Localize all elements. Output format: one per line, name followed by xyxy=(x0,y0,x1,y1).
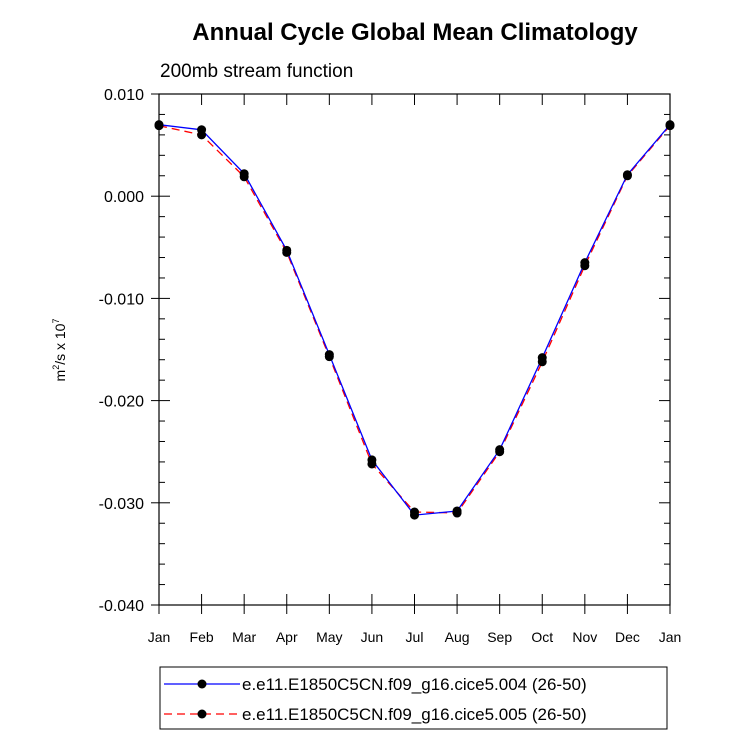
x-tick-label: Feb xyxy=(190,629,214,645)
series-2-point xyxy=(282,247,292,257)
series-2-point xyxy=(367,459,377,469)
series-2-point xyxy=(580,261,590,271)
series-2-point xyxy=(197,130,207,140)
plot-frame xyxy=(158,93,671,606)
series-line-2 xyxy=(158,125,671,514)
series-2-point xyxy=(324,352,334,362)
x-tick-label: Mar xyxy=(232,629,256,645)
legend-marker-series-1 xyxy=(197,679,207,689)
y-axis-label-sup1: 2 xyxy=(51,365,61,370)
x-tick-label: Jul xyxy=(406,629,424,645)
x-tick-label: May xyxy=(316,629,342,645)
x-tick-label: Oct xyxy=(531,629,553,645)
chart-title: Annual Cycle Global Mean Climatology xyxy=(192,19,638,46)
legend: e.e11.E1850C5CN.f09_g16.cice5.004 (26-50… xyxy=(159,666,668,730)
x-tick-label: Jun xyxy=(361,629,384,645)
y-tick-label: 0.010 xyxy=(104,87,144,104)
series-2-point xyxy=(452,508,462,518)
legend-label-series-2: e.e11.E1850C5CN.f09_g16.cice5.005 (26-50… xyxy=(242,705,587,724)
legend-box xyxy=(159,666,668,730)
x-tick-label: Nov xyxy=(572,629,597,645)
y-tick-label: -0.010 xyxy=(99,291,144,308)
chart-subtitle: 200mb stream function xyxy=(160,61,353,82)
y-tick-label: -0.020 xyxy=(99,394,144,411)
x-tick-label: Apr xyxy=(276,629,298,645)
legend-marker-series-2 xyxy=(197,709,207,719)
series-2-point xyxy=(410,507,419,517)
y-axis-label-mid: /s x 10 xyxy=(52,323,68,364)
y-axis-label-unit: m xyxy=(52,370,68,382)
series-2-point xyxy=(239,172,249,182)
series-2-point xyxy=(665,121,675,131)
y-tick-label: -0.040 xyxy=(99,598,144,615)
series-2-point xyxy=(622,171,632,181)
x-tick-label: Dec xyxy=(615,629,640,645)
x-tick-label: Jan xyxy=(659,629,682,645)
y-tick-label: 0.000 xyxy=(104,189,144,206)
series-2-point xyxy=(154,121,164,131)
x-tick-label: Aug xyxy=(445,629,470,645)
y-axis-label-sup2: 7 xyxy=(51,319,61,324)
y-tick-label: -0.030 xyxy=(99,496,144,513)
series-2-point xyxy=(495,447,505,457)
x-tick-label: Jan xyxy=(148,629,171,645)
plot-area xyxy=(154,120,675,520)
y-axis-label: m2/s x 107 xyxy=(51,319,68,382)
legend-label-series-1: e.e11.E1850C5CN.f09_g16.cice5.004 (26-50… xyxy=(242,675,587,694)
series-2-point xyxy=(537,357,547,367)
x-tick-label: Sep xyxy=(487,629,512,645)
series-line-1 xyxy=(158,124,671,516)
